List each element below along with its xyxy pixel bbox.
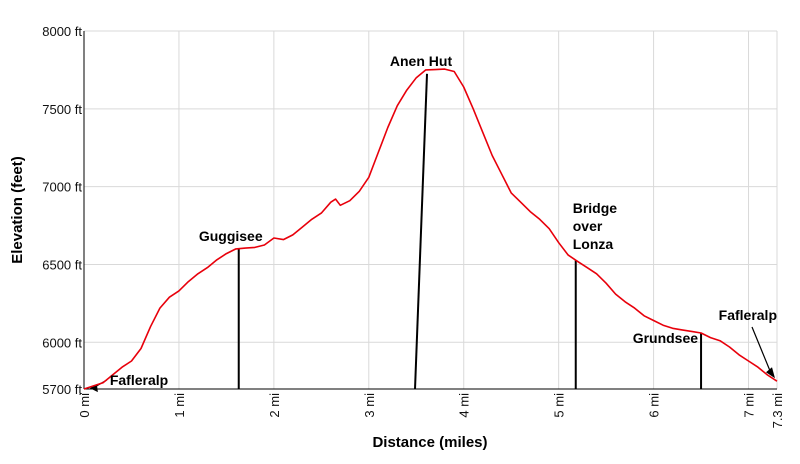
y-axis-title: Elevation (feet) (9, 156, 26, 264)
waypoint-label: Guggisee (199, 228, 263, 244)
waypoint-markers (89, 73, 775, 393)
waypoint-labels: Fafleralp Guggisee Anen Hut Bridge over Lonza… (110, 53, 777, 388)
x-tick-label: 4 mi (457, 393, 472, 418)
y-tick-label: 8000 ft (42, 24, 82, 39)
x-tick-label: 6 mi (647, 393, 662, 418)
waypoint-label: Anen Hut (390, 53, 453, 69)
x-tick-label: 0 mi (77, 393, 92, 418)
arrow-head-icon (766, 367, 775, 379)
waypoint-label: Bridge over Lonza (573, 200, 618, 252)
x-axis-title: Distance (miles) (372, 434, 487, 451)
x-tick-label: 7.3 mi (770, 393, 785, 429)
y-tick-label: 5700 ft (42, 382, 82, 397)
x-tick-label: 1 mi (172, 393, 187, 418)
y-tick-label: 6000 ft (42, 335, 82, 350)
x-tick-label: 3 mi (362, 393, 377, 418)
waypoint-label: Fafleralp (110, 372, 168, 388)
y-tick-label: 6500 ft (42, 257, 82, 272)
y-tick-label: 7500 ft (42, 102, 82, 117)
x-tick-label: 5 mi (552, 393, 567, 418)
arrow-head-icon (89, 384, 98, 393)
x-tick-label: 2 mi (267, 393, 282, 418)
x-tick-label: 7 mi (742, 393, 757, 418)
elevation-line (83, 68, 778, 390)
waypoint-label: Fafleralp (719, 307, 777, 323)
axes (83, 31, 777, 390)
arrow-line (751, 326, 772, 374)
waypoint-marker-line (414, 73, 429, 390)
tick-labels: 5700 ft 6000 ft 6500 ft 7000 ft 7500 ft 8000 … (42, 24, 785, 428)
y-tick-label: 7000 ft (42, 180, 82, 195)
waypoint-label: Grundsee (633, 330, 699, 346)
grid (84, 30, 778, 389)
elevation-line-layer (83, 68, 778, 390)
